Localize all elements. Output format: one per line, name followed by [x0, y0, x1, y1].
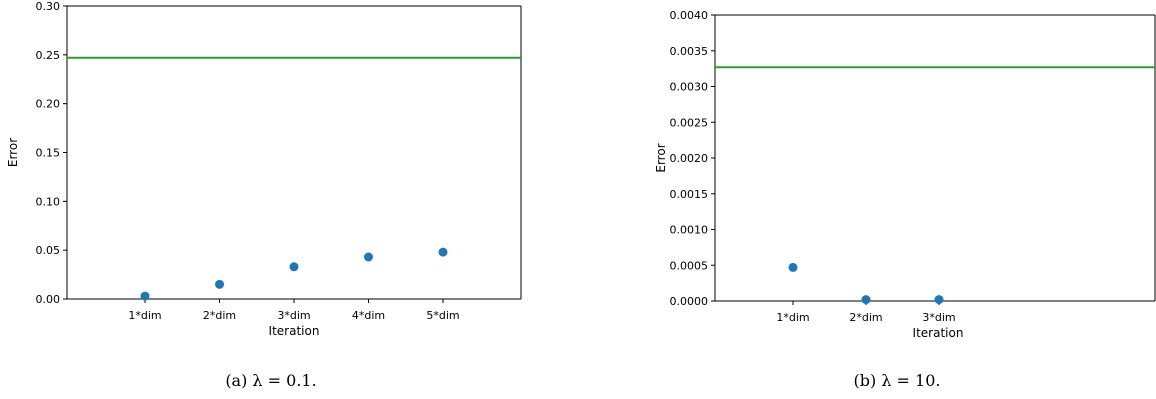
y-tick-label: 0.0040	[670, 9, 709, 22]
y-tick-label: 0.00	[36, 293, 61, 306]
data-point	[215, 279, 224, 289]
y-axis-label: Error	[654, 143, 668, 172]
y-tick-label: 0.20	[36, 98, 61, 111]
y-tick-label: 0.15	[36, 147, 61, 160]
chart-caption: (b) λ = 10.	[854, 371, 941, 390]
data-point	[861, 295, 871, 305]
x-tick-label: 1*dim	[776, 311, 809, 324]
x-axis-label: Iteration	[913, 326, 964, 340]
data-point	[289, 262, 299, 272]
y-tick-label: 0.0025	[670, 116, 709, 129]
data-point	[934, 295, 944, 305]
y-tick-label: 0.0035	[670, 45, 709, 58]
x-tick-label: 3*dim	[277, 309, 310, 322]
chart-a: 0.00 0.05 0.10 0.15 0.20 0.25 0.30 1*dim 2*dim 3*…	[6, 0, 522, 390]
data-point	[364, 252, 373, 262]
y-tick-label: 0.0015	[670, 188, 709, 201]
y-tick-label: 0.0020	[670, 152, 709, 165]
y-tick-label: 0.25	[36, 49, 61, 62]
y-tick-label: 0.0000	[670, 295, 709, 308]
x-axis-label: Iteration	[269, 324, 320, 338]
x-tick-label: 1*dim	[128, 309, 161, 322]
chart-caption: (a) λ = 0.1.	[225, 371, 316, 390]
data-point	[788, 262, 798, 272]
data-point	[140, 291, 150, 301]
y-tick-label: 0.0010	[670, 224, 709, 237]
data-point	[438, 247, 448, 257]
x-tick-label: 3*dim	[922, 311, 955, 324]
x-tick-label: 2*dim	[203, 309, 236, 322]
x-tick-label: 5*dim	[426, 309, 459, 322]
chart-b: 0.0000 0.0005 0.0010 0.0015 0.0020 0.0025 0.00…	[654, 9, 1156, 390]
y-tick-label: 0.0030	[670, 81, 709, 94]
y-axis-label: Error	[6, 138, 20, 167]
x-tick-label: 4*dim	[352, 309, 385, 322]
y-tick-label: 0.30	[36, 0, 61, 13]
y-tick-label: 0.05	[36, 244, 61, 257]
y-tick-label: 0.0005	[670, 259, 709, 272]
y-tick-label: 0.10	[36, 195, 61, 208]
x-tick-label: 2*dim	[849, 311, 882, 324]
